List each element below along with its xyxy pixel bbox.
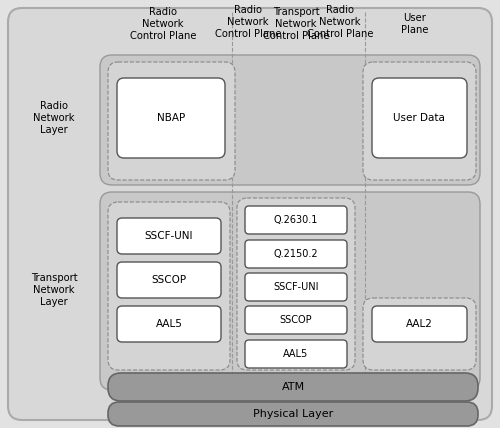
Text: Q.2150.2: Q.2150.2	[274, 249, 318, 259]
FancyBboxPatch shape	[108, 402, 478, 426]
Text: Physical Layer: Physical Layer	[253, 409, 333, 419]
Text: Radio
Network
Control Plane: Radio Network Control Plane	[215, 6, 281, 39]
FancyBboxPatch shape	[117, 306, 221, 342]
FancyBboxPatch shape	[363, 62, 476, 180]
FancyBboxPatch shape	[245, 340, 347, 368]
Text: AAL2: AAL2	[406, 319, 432, 329]
FancyBboxPatch shape	[108, 202, 230, 370]
FancyBboxPatch shape	[117, 262, 221, 298]
Text: SSCF-UNI: SSCF-UNI	[273, 282, 319, 292]
FancyBboxPatch shape	[372, 78, 467, 158]
FancyBboxPatch shape	[108, 62, 235, 180]
FancyBboxPatch shape	[245, 240, 347, 268]
Text: SSCOP: SSCOP	[152, 275, 186, 285]
FancyBboxPatch shape	[245, 206, 347, 234]
Text: ATM: ATM	[282, 382, 304, 392]
FancyBboxPatch shape	[100, 55, 480, 185]
FancyBboxPatch shape	[117, 218, 221, 254]
FancyBboxPatch shape	[237, 198, 355, 370]
Text: Radio
Network
Control Plane: Radio Network Control Plane	[130, 7, 196, 41]
FancyBboxPatch shape	[117, 78, 225, 158]
Text: AAL5: AAL5	[156, 319, 182, 329]
Text: NBAP: NBAP	[157, 113, 185, 123]
Text: AAL5: AAL5	[284, 349, 308, 359]
FancyBboxPatch shape	[8, 8, 492, 420]
Text: SSCOP: SSCOP	[280, 315, 312, 325]
Text: Transport
Network
Layer: Transport Network Layer	[30, 273, 78, 306]
FancyBboxPatch shape	[372, 306, 467, 342]
Text: Transport
Network
Control Plane: Transport Network Control Plane	[263, 7, 329, 41]
Text: Radio
Network
Control Plane: Radio Network Control Plane	[307, 6, 373, 39]
Text: User
Plane: User Plane	[401, 13, 429, 35]
FancyBboxPatch shape	[245, 273, 347, 301]
Text: Radio
Network
Layer: Radio Network Layer	[33, 101, 75, 134]
FancyBboxPatch shape	[100, 192, 480, 390]
FancyBboxPatch shape	[363, 298, 476, 370]
Text: SSCF-UNI: SSCF-UNI	[145, 231, 193, 241]
Text: User Data: User Data	[393, 113, 445, 123]
FancyBboxPatch shape	[245, 306, 347, 334]
Text: Q.2630.1: Q.2630.1	[274, 215, 318, 225]
FancyBboxPatch shape	[108, 373, 478, 401]
